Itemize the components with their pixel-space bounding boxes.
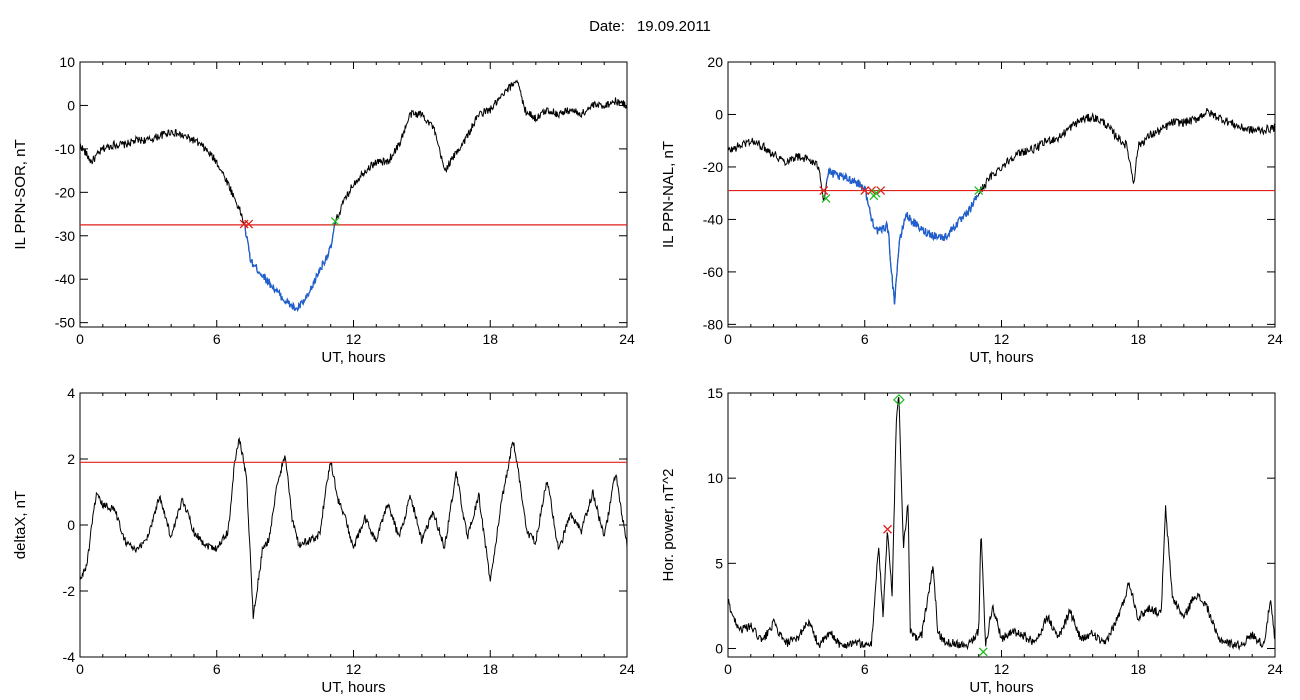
x-tick-label: 0 <box>724 331 732 347</box>
cross-marker-stroke <box>871 188 881 198</box>
y-tick-label: -20 <box>703 159 723 175</box>
x-tick-label: 18 <box>482 661 498 677</box>
plot-frame <box>79 392 628 658</box>
cross-marker-stroke <box>978 647 988 657</box>
x-axis-label: UT, hours <box>321 349 385 366</box>
y-tick-label: 2 <box>67 451 75 467</box>
y-tick-label: -50 <box>55 315 75 331</box>
x-tick-label: 12 <box>346 331 362 347</box>
end-marker <box>871 188 881 198</box>
y-axis-label: IL PPN-NAL, nT <box>660 141 677 248</box>
date-value: 19.09.2011 <box>636 18 711 35</box>
y-tick-label: -30 <box>55 228 75 244</box>
x-tick-label: 12 <box>994 661 1010 677</box>
cross-marker-stroke <box>244 219 254 229</box>
y-tick-label: -40 <box>703 211 723 227</box>
cross-marker-stroke <box>876 186 886 196</box>
x-tick-label: 12 <box>994 331 1010 347</box>
y-tick-label: 5 <box>715 555 723 571</box>
y-tick-label: 10 <box>707 470 723 486</box>
plot-frame <box>727 61 1276 328</box>
data-series-line <box>79 79 628 312</box>
y-tick-label: 0 <box>715 640 723 656</box>
x-tick-label: 24 <box>1267 661 1283 677</box>
x-tick-label: 24 <box>619 331 635 347</box>
x-tick-label: 6 <box>213 331 221 347</box>
cross-marker-stroke <box>883 524 893 534</box>
x-axis-label: UT, hours <box>321 679 385 696</box>
data-series-line <box>727 107 1276 305</box>
end-marker <box>974 186 984 196</box>
cross-marker-stroke <box>974 186 984 196</box>
end-marker <box>821 193 831 203</box>
cross-marker-stroke <box>330 216 340 226</box>
x-tick-label: 24 <box>1267 331 1283 347</box>
y-tick-label: -40 <box>55 271 75 287</box>
data-series-line <box>727 396 1276 651</box>
y-axis-label: deltaX, nT <box>12 491 29 559</box>
start-marker <box>860 186 870 196</box>
data-series-line <box>79 436 628 619</box>
highlight-series-line <box>243 220 336 312</box>
highlight-series-line <box>825 166 979 305</box>
start-marker <box>819 186 829 196</box>
chart-panel-3: 0 6 12 18 24 4 2 0 -2 -4 UT, hours deltaX, nT <box>12 385 635 696</box>
diamond-marker <box>893 393 905 406</box>
start-marker <box>244 219 254 229</box>
y-tick-label: 10 <box>59 54 75 70</box>
start-marker <box>867 186 877 196</box>
y-tick-label: 4 <box>67 385 75 401</box>
end-marker <box>330 216 340 226</box>
y-tick-label: -4 <box>63 649 76 665</box>
cross-marker-stroke <box>819 186 829 196</box>
chart-title: Date: 19.09.2011 <box>0 18 1300 35</box>
y-tick-label: -20 <box>55 184 75 200</box>
y-tick-label: -60 <box>703 264 723 280</box>
cross-marker-stroke <box>867 186 877 196</box>
x-axis-label: UT, hours <box>969 349 1033 366</box>
x-tick-label: 12 <box>346 661 362 677</box>
x-tick-label: 18 <box>482 331 498 347</box>
x-tick-label: 18 <box>1130 661 1146 677</box>
plot-frame <box>727 392 1276 658</box>
y-axis-label: Hor. power, nT^2 <box>660 469 677 582</box>
y-tick-label: -2 <box>63 583 76 599</box>
start-marker <box>883 524 893 534</box>
x-tick-label: 0 <box>76 661 84 677</box>
y-tick-label: -80 <box>703 316 723 332</box>
y-tick-label: 15 <box>707 385 723 401</box>
y-tick-label: 20 <box>707 54 723 70</box>
x-tick-label: 0 <box>724 661 732 677</box>
y-tick-label: -10 <box>55 141 75 157</box>
plot-frame <box>79 61 628 328</box>
y-tick-label: 0 <box>715 106 723 122</box>
y-axis-label: IL PPN-SOR, nT <box>12 139 29 249</box>
x-axis-label: UT, hours <box>969 679 1033 696</box>
x-tick-label: 6 <box>861 661 869 677</box>
y-tick-label: 0 <box>67 97 75 113</box>
x-tick-label: 6 <box>861 331 869 347</box>
x-tick-label: 18 <box>1130 331 1146 347</box>
y-tick-label: 0 <box>67 517 75 533</box>
date-label: Date: <box>589 18 625 35</box>
end-marker <box>978 647 988 657</box>
x-tick-label: 6 <box>213 661 221 677</box>
cross-marker-stroke <box>821 193 831 203</box>
start-marker <box>876 186 886 196</box>
start-marker <box>239 219 249 229</box>
x-tick-label: 0 <box>76 331 84 347</box>
chart-panel-1: 0 6 12 18 24 10 0 -10 -20 -30 -40 -50 UT, hours IL PP… <box>12 54 635 366</box>
x-tick-label: 24 <box>619 661 635 677</box>
chart-panel-2: 0 6 12 18 24 20 0 -20 -40 -60 -80 UT, hours IL PPN-N… <box>660 54 1283 366</box>
chart-panel-4: 0 6 12 18 24 15 10 5 0 UT, hours Hor. power, nT^2 <box>660 385 1283 696</box>
cross-marker-stroke <box>860 186 870 196</box>
end-marker <box>893 393 905 406</box>
